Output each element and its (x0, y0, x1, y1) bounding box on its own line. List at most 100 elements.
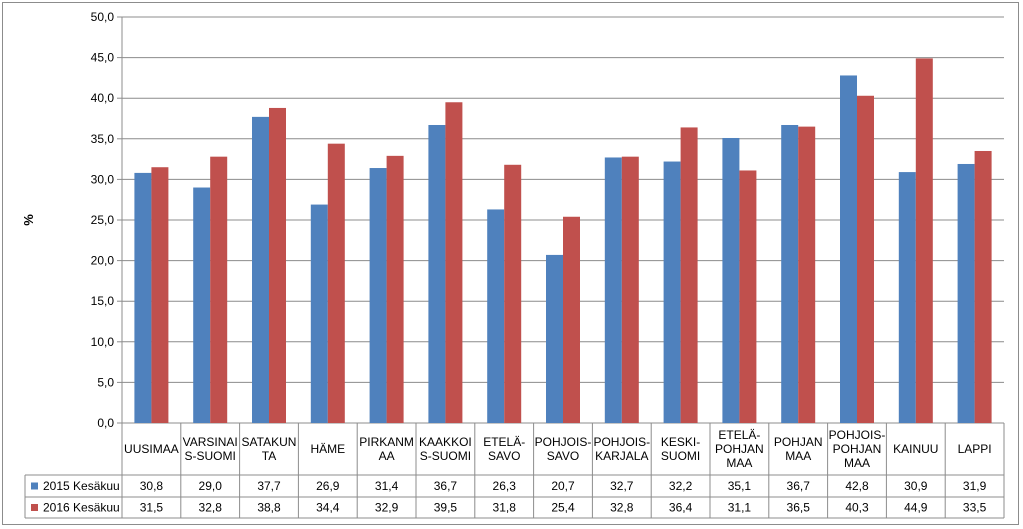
data-table-value: 34,4 (316, 501, 340, 515)
data-table-value: 32,8 (610, 501, 634, 515)
data-table-value: 20,7 (551, 479, 575, 493)
bar (193, 187, 211, 423)
bar (327, 143, 345, 423)
data-table-value: 31,5 (140, 501, 164, 515)
category-label: S-SUOMI (420, 449, 471, 463)
bar (386, 155, 404, 424)
bar (445, 102, 463, 423)
category-label: POHJOIS- (535, 435, 592, 449)
data-table-value: 31,4 (375, 479, 399, 493)
data-table-value: 30,8 (140, 479, 164, 493)
category-label: SAVO (488, 449, 520, 463)
data-table-value: 32,2 (669, 479, 693, 493)
y-tick-label: 5,0 (97, 375, 114, 389)
bar (604, 157, 622, 423)
category-label: MAA (785, 449, 811, 463)
legend-label: 2016 Kesäkuu (43, 501, 120, 515)
y-tick-label: 50,0 (91, 10, 115, 24)
data-table-value: 40,3 (845, 501, 869, 515)
category-label: POHJOIS- (829, 428, 886, 442)
data-table-value: 36,7 (787, 479, 811, 493)
data-table-value: 36,5 (787, 501, 811, 515)
bar (563, 216, 580, 423)
data-table-value: 39,5 (434, 501, 458, 515)
y-tick-label: 20,0 (91, 254, 115, 268)
data-table-value: 25,4 (551, 501, 575, 515)
bar (504, 164, 522, 423)
category-label: POHJAN (833, 442, 882, 456)
bar (798, 126, 816, 424)
y-axis-label: % (21, 214, 36, 226)
bar (722, 137, 740, 423)
bar (487, 209, 505, 423)
data-table-value: 33,5 (963, 501, 987, 515)
bar (857, 95, 874, 423)
data-table-value: 36,7 (434, 479, 458, 493)
category-label: SUOMI (661, 449, 700, 463)
legend-swatch (31, 504, 38, 511)
bar (310, 204, 328, 423)
data-table-value: 31,8 (493, 501, 517, 515)
category-label: MAA (844, 456, 870, 470)
y-tick-label: 15,0 (91, 294, 115, 308)
data-table-value: 26,9 (316, 479, 340, 493)
data-table-value: 35,1 (728, 479, 752, 493)
category-label: LAPPI (958, 442, 992, 456)
category-label: SATAKUN (242, 435, 297, 449)
category-label: PIRKANM (359, 435, 414, 449)
y-tick-label: 45,0 (91, 51, 115, 65)
bar (915, 58, 933, 424)
category-label: UUSIMAA (124, 442, 179, 456)
bar (546, 254, 563, 423)
y-tick-label: 30,0 (91, 172, 115, 186)
category-label: KAINUU (893, 442, 938, 456)
data-table-value: 31,9 (963, 479, 987, 493)
bar (151, 167, 169, 423)
bar (739, 170, 757, 423)
bar (663, 161, 681, 423)
data-table-value: 36,4 (669, 501, 693, 515)
category-label: KARJALA (595, 449, 648, 463)
category-label: POHJAN (774, 435, 823, 449)
category-label: ETELÄ- (718, 428, 760, 442)
bar (428, 124, 446, 423)
data-table-value: 31,1 (728, 501, 752, 515)
bar (252, 116, 269, 423)
category-label: KESKI- (661, 435, 700, 449)
y-tick-label: 10,0 (91, 335, 115, 349)
category-label: POHJOIS- (593, 435, 650, 449)
category-label: MAA (726, 456, 752, 470)
bar (621, 156, 639, 423)
category-label: ETELÄ- (483, 435, 525, 449)
category-label: KAAKKOI (419, 435, 472, 449)
bar (974, 150, 992, 424)
legend-swatch (31, 482, 38, 490)
category-label: POHJAN (715, 442, 764, 456)
data-table-value: 32,7 (610, 479, 634, 493)
category-label: HÄME (310, 442, 345, 456)
data-table-value: 26,3 (493, 479, 517, 493)
data-table-value: 42,8 (845, 479, 869, 493)
category-label: VARSINAI (183, 435, 238, 449)
data-table-value: 44,9 (904, 501, 928, 515)
y-tick-label: 0,0 (97, 416, 114, 430)
bar (369, 168, 387, 423)
data-table-value: 32,8 (199, 501, 223, 515)
bar (840, 75, 857, 424)
category-label: S-SUOMI (185, 449, 236, 463)
data-table-value: 29,0 (199, 479, 223, 493)
data-table-value: 38,8 (257, 501, 281, 515)
y-tick-label: 35,0 (91, 132, 115, 146)
category-label: TA (262, 449, 276, 463)
category-label: SAVO (547, 449, 579, 463)
y-tick-label: 40,0 (91, 91, 115, 105)
y-tick-label: 25,0 (91, 213, 115, 227)
bar (781, 124, 799, 423)
bar (680, 127, 698, 423)
bar (134, 172, 152, 423)
legend-label: 2015 Kesäkuu (43, 479, 120, 493)
data-table-value: 37,7 (257, 479, 281, 493)
bar (269, 107, 286, 423)
